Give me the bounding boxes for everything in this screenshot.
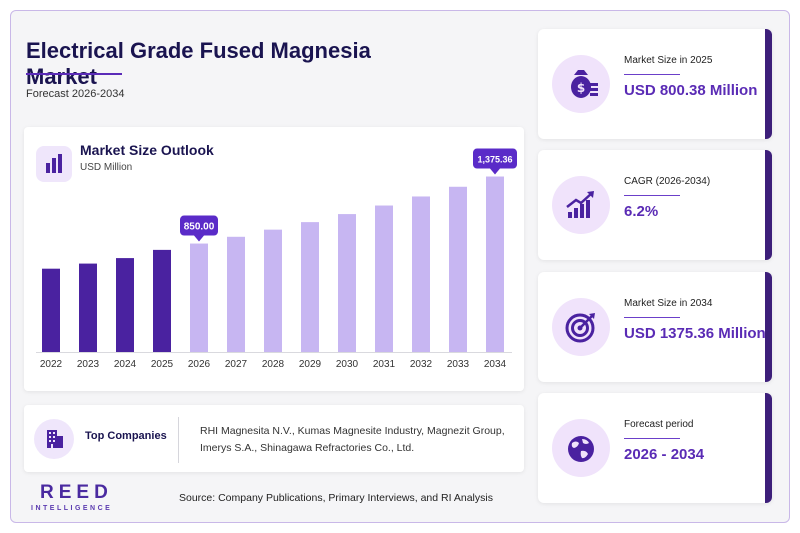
stat-divider [624,438,680,439]
bar-chart: 2022 2023 2024 2025 2026 2027 2028 2029 2030 2031… [36,148,517,370]
title-underline [26,73,122,75]
bar-2022 [42,268,60,352]
bar-2027 [227,236,245,352]
x-tick-label: 2023 [77,359,100,370]
page-subtitle: Forecast 2026-2034 [26,88,125,100]
stat-divider [624,317,680,318]
data-label: 1,375.36 [477,155,512,165]
stat-value: USD 800.38 Million [624,82,758,99]
stat-label: Market Size in 2025 [624,55,713,66]
x-tick-label: 2029 [299,359,322,370]
data-label: 850.00 [184,222,215,233]
bar-2026 [190,243,208,352]
chart-unit: USD Million [80,162,133,173]
brand-logo: REED [40,482,113,503]
x-tick-label: 2032 [410,359,433,370]
globe-icon [552,419,610,477]
x-tick-label: 2030 [336,359,359,370]
stat-label: CAGR (2026-2034) [624,176,711,187]
building-icon [34,419,74,459]
stat-card-forecast-period: Forecast period 2026 - 2034 [538,393,772,503]
x-tick-label: 2027 [225,359,248,370]
bar-2024 [116,258,134,352]
x-tick-label: 2022 [40,359,63,370]
growth-chart-icon [552,176,610,234]
bar-2023 [79,263,97,352]
top-companies-card: Top Companies RHI Magnesita N.V., Kumas … [24,405,524,472]
bar-2033 [449,186,467,352]
bar-2025 [153,249,171,352]
stat-card-market-size-2034: Market Size in 2034 USD 1375.36 Million [538,272,772,382]
stat-value: USD 1375.36 Million [624,325,766,342]
x-tick-label: 2031 [373,359,396,370]
stat-divider [624,195,680,196]
brand-logo-subtitle: INTELLIGENCE [31,505,113,512]
target-icon [552,298,610,356]
bar-2032 [412,196,430,352]
stat-label: Market Size in 2034 [624,298,713,309]
data-callout-2026: 850.00 [180,215,218,242]
x-tick-label: 2033 [447,359,470,370]
bar-2030 [338,214,356,352]
source-note: Source: Company Publications, Primary In… [179,492,493,504]
stat-value: 2026 - 2034 [624,446,705,463]
x-tick-label: 2025 [151,359,174,370]
stat-value: 6.2% [624,203,659,220]
top-companies-list: RHI Magnesita N.V., Kumas Magnesite Indu… [200,425,505,454]
x-tick-label: 2024 [114,359,137,370]
money-bag-icon: $ [552,55,610,113]
data-callout-2034: 1,375.36 [473,148,517,175]
stat-label: Forecast period [624,419,694,430]
svg-text:$: $ [577,81,585,95]
x-tick-label: 2026 [188,359,211,370]
top-companies-title: Top Companies [85,430,167,442]
bar-2031 [375,205,393,352]
bar-2028 [264,229,282,352]
x-tick-label: 2028 [262,359,285,370]
market-size-chart-card: Market Size Outlook USD Million 2022 2023… [24,127,524,391]
stat-card-cagr: CAGR (2026-2034) 6.2% [538,150,772,260]
divider [178,417,179,463]
chart-title: Market Size Outlook [80,142,214,158]
stat-card-market-size-2025: $ Market Size in 2025 USD 800.38 Million [538,29,772,139]
bar-2029 [301,222,319,352]
stat-divider [624,74,680,75]
bar-2034 [486,176,504,352]
x-tick-label: 2034 [484,359,507,370]
page-title: Electrical Grade Fused Magnesia Market [26,38,371,89]
bar-chart-icon [36,146,72,182]
